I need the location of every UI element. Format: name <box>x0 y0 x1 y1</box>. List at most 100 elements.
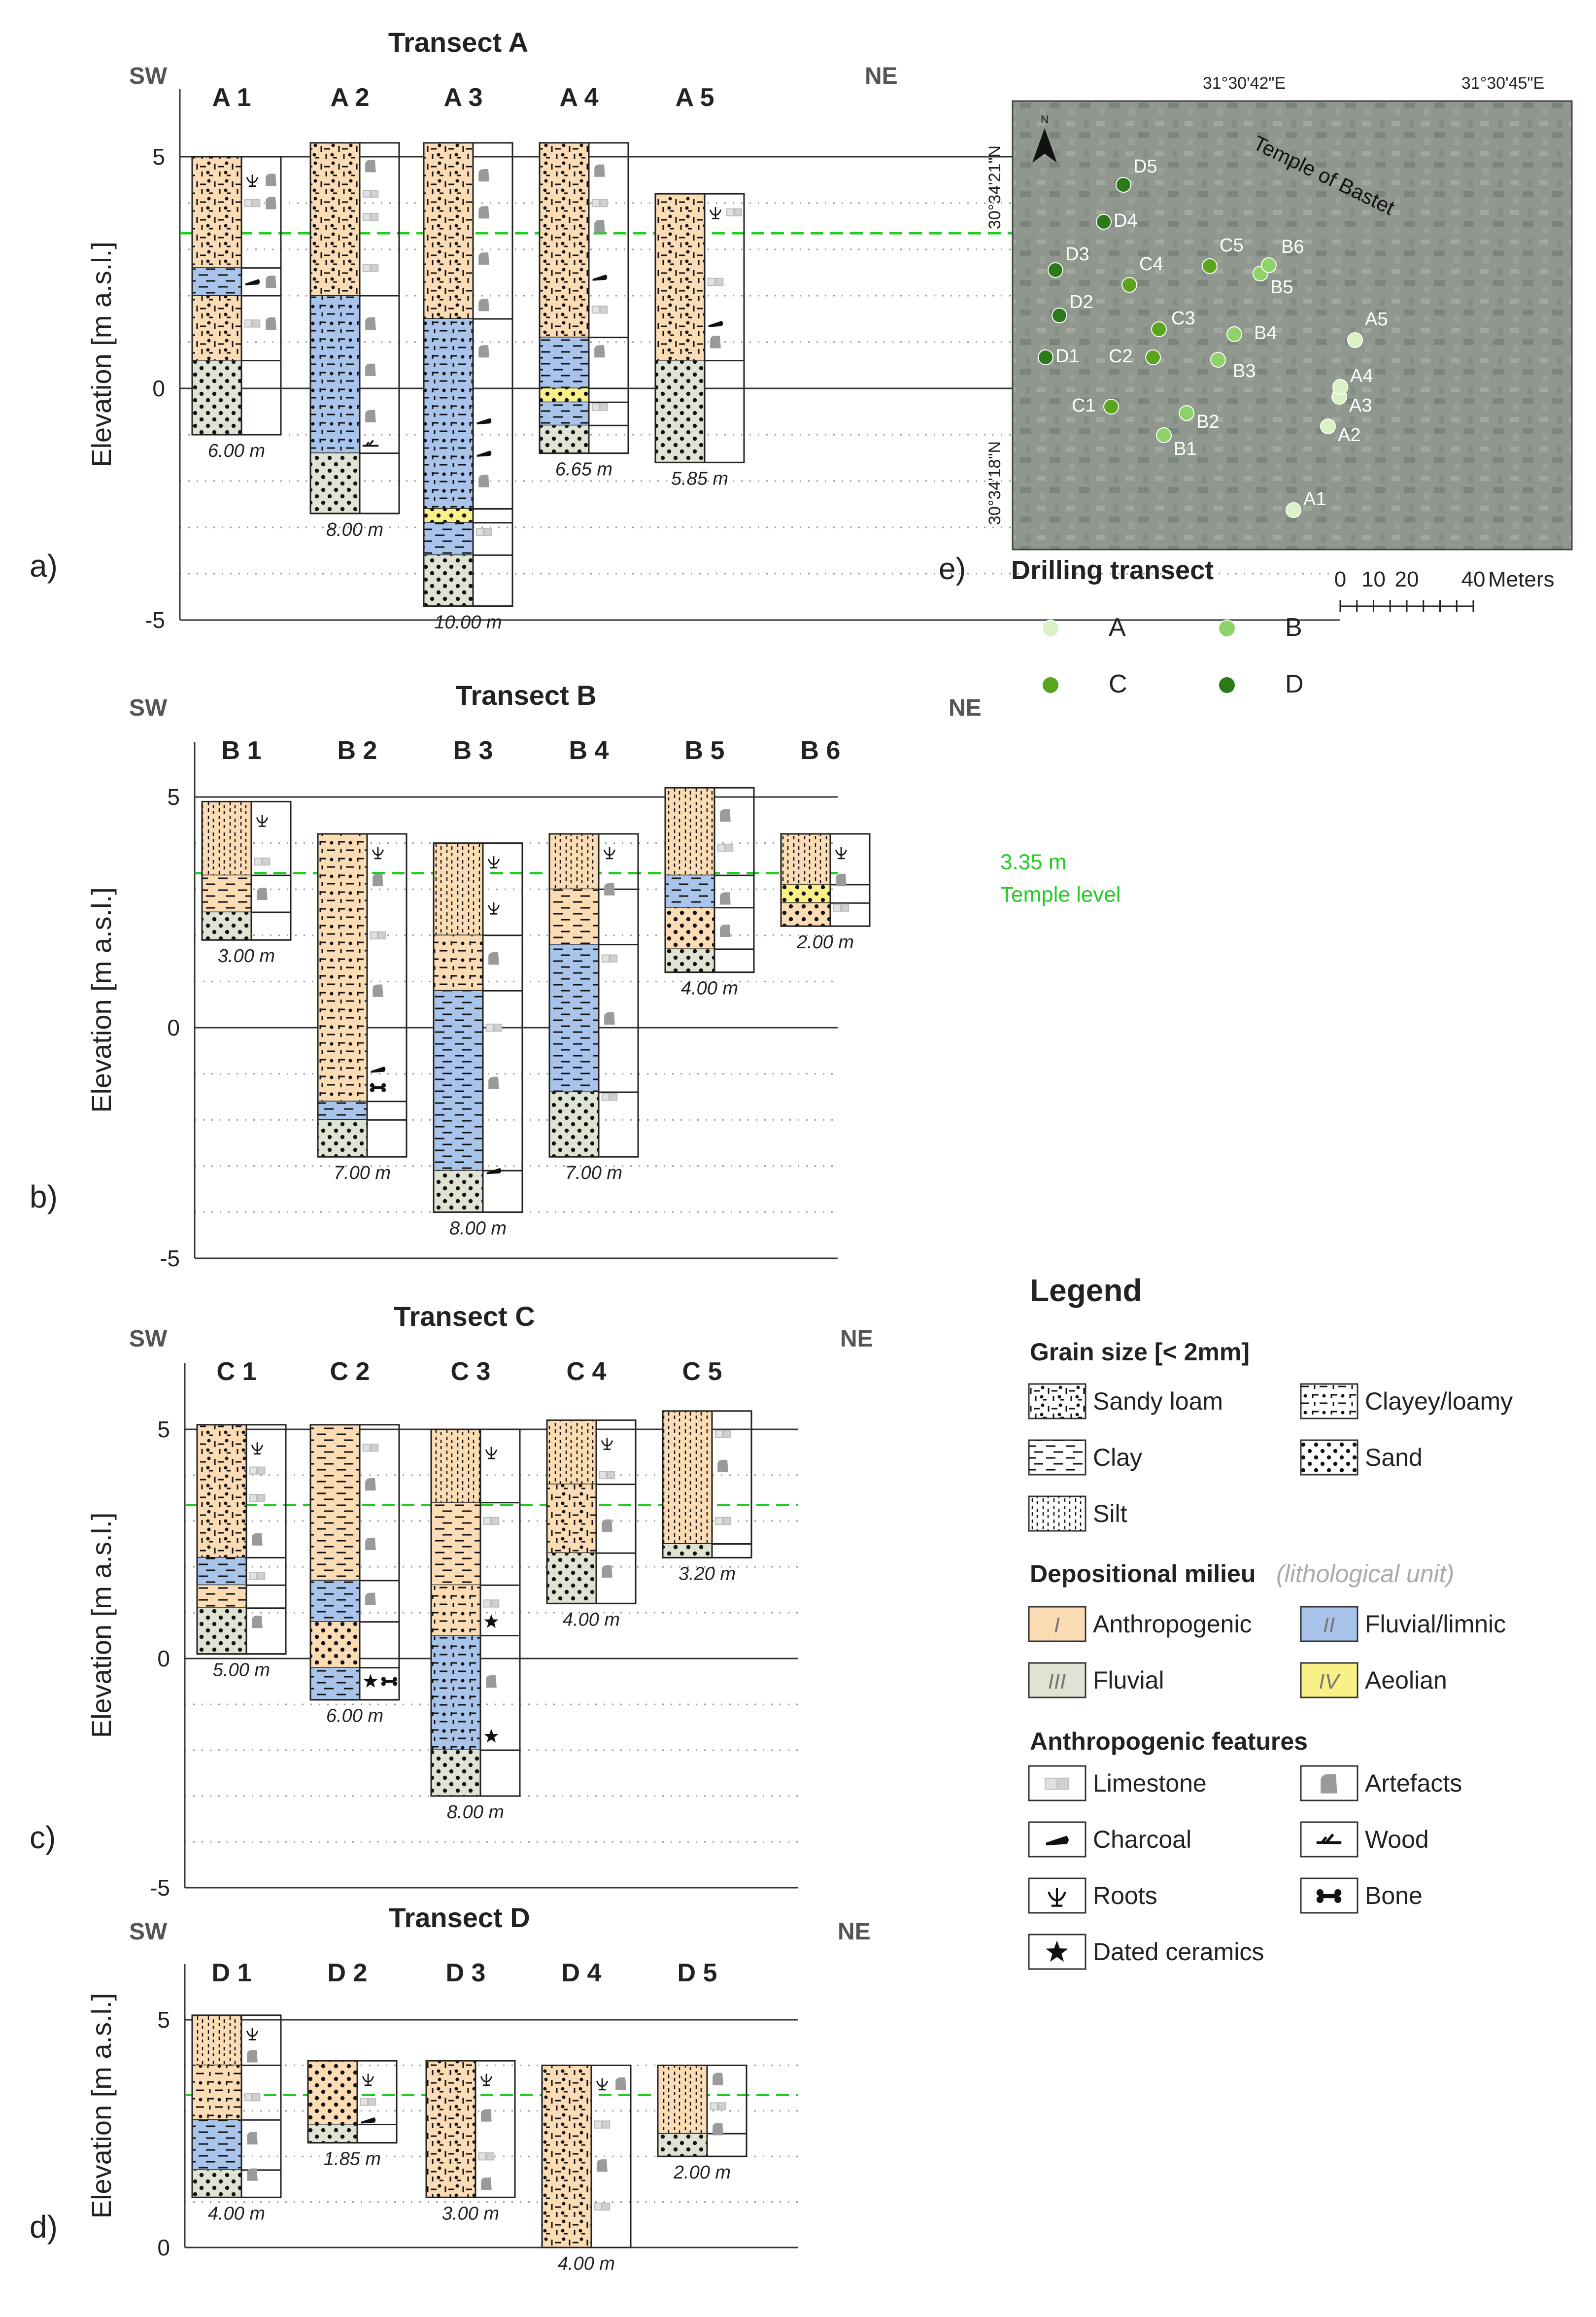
drill-point[interactable]: D2 <box>1052 292 1093 323</box>
drill-label: A1 <box>1303 489 1326 510</box>
core-a5[interactable]: A 5 5.85 m <box>654 83 745 489</box>
drill-point[interactable]: B4 <box>1226 323 1277 344</box>
drill-point[interactable]: A2 <box>1320 418 1360 446</box>
limestone-icon <box>594 2202 611 2211</box>
artefacts-icon <box>373 984 383 997</box>
legend-title: Legend <box>1030 1273 1142 1308</box>
core-c3[interactable]: C 3 8.00 m <box>430 1357 521 1823</box>
core-b4[interactable]: B 4 7.00 m <box>548 736 639 1183</box>
core-b3[interactable]: B 3 8.00 m <box>433 736 523 1239</box>
artefacts-icon <box>478 475 489 487</box>
legend-grain-sand: Sand <box>1300 1439 1423 1476</box>
drill-point[interactable]: D4 <box>1096 210 1138 231</box>
core-b5[interactable]: B 5 4.00 m <box>664 736 755 999</box>
core-a2[interactable]: A 2 8.00 m <box>309 83 400 540</box>
legend-swatch-pattern <box>1029 1440 1086 1475</box>
core-depth: 5.00 m <box>213 1660 270 1681</box>
limestone-icon <box>249 1494 266 1502</box>
drill-label: C2 <box>1109 346 1133 367</box>
legend-label: Clayey/loamy <box>1365 1387 1513 1415</box>
drill-point[interactable]: B2 <box>1179 405 1219 432</box>
core-d3[interactable]: D 3 3.00 m <box>425 1959 516 2224</box>
core-label: D 1 <box>212 1959 252 1987</box>
limestone-icon <box>244 199 261 207</box>
legend-milieu-fluvial: III Fluvial <box>1028 1662 1164 1698</box>
panel-letter: a) <box>30 548 58 584</box>
drill-point[interactable]: D3 <box>1048 244 1089 278</box>
core-d5[interactable]: D 5 2.00 m <box>657 1959 747 2183</box>
drill-point[interactable]: C4 <box>1121 254 1163 293</box>
unit-grain <box>658 2134 707 2157</box>
core-d2[interactable]: D 2 1.85 m <box>307 1959 398 2169</box>
artefacts-icon <box>478 169 489 182</box>
roman-numeral: I <box>1054 1613 1060 1637</box>
unit-grain <box>781 833 830 885</box>
core-c4[interactable]: C 4 4.00 m <box>546 1357 637 1630</box>
drill-marker <box>1156 427 1172 443</box>
star-icon <box>484 1729 499 1743</box>
core-label: A 3 <box>444 83 483 112</box>
drill-point[interactable]: A1 <box>1286 489 1326 518</box>
coord-left: 30°34'18"N <box>985 441 1004 525</box>
panel-letter: e) <box>939 552 966 586</box>
tick-label: 5 <box>157 1417 170 1442</box>
core-label: C 2 <box>330 1357 370 1386</box>
y-axis-title: Elevation [m a.s.l.] <box>86 1513 117 1738</box>
drill-point[interactable]: C3 <box>1151 308 1195 337</box>
core-a4[interactable]: A 4 6.65 m <box>539 83 629 480</box>
core-depth: 1.85 m <box>324 2148 381 2169</box>
drill-marker <box>1347 332 1363 348</box>
artefacts-icon <box>478 345 489 358</box>
tick-label: 0 <box>152 376 165 401</box>
drill-point[interactable]: B3 <box>1210 352 1256 381</box>
legend-grain-clayey: Clayey/loamy <box>1300 1383 1513 1419</box>
drill-point[interactable]: B6 <box>1261 237 1304 273</box>
core-depth: 10.00 m <box>434 612 502 633</box>
core-d4[interactable]: D 4 4.00 m <box>541 1959 632 2274</box>
unit-grain <box>424 522 473 555</box>
north-arrow-icon: N <box>1032 113 1057 163</box>
panel-letter: d) <box>30 2209 58 2245</box>
drill-point[interactable]: D1 <box>1038 346 1080 367</box>
legend-label: Charcoal <box>1093 1826 1191 1853</box>
core-b2[interactable]: B 2 7.00 m <box>317 736 407 1183</box>
core-a1[interactable]: A 1 6.00 m <box>191 83 282 461</box>
limestone-icon <box>362 264 379 272</box>
artefacts-icon <box>486 1675 497 1688</box>
drill-label: B6 <box>1281 237 1304 257</box>
drill-point[interactable]: A4 <box>1332 366 1373 395</box>
drill-point[interactable]: C5 <box>1202 235 1244 274</box>
core-b6[interactable]: B 6 2.00 m <box>780 736 871 953</box>
drill-point[interactable]: C1 <box>1072 395 1119 416</box>
transect-key-label: D <box>1285 670 1304 698</box>
artefacts-icon <box>488 1076 499 1089</box>
artefacts-icon <box>478 252 489 265</box>
drill-label: B5 <box>1270 277 1293 298</box>
core-depth: 8.00 m <box>326 519 383 540</box>
drill-point[interactable]: D5 <box>1116 156 1157 193</box>
drill-marker <box>1145 349 1161 365</box>
unit-grain <box>540 425 589 453</box>
core-c5[interactable]: C 5 3.20 m <box>662 1357 752 1584</box>
transect-title: Transect C <box>394 1301 535 1332</box>
transect-key-a: A <box>1042 613 1126 642</box>
core-label: B 2 <box>338 736 377 765</box>
core-depth: 4.00 m <box>681 978 738 999</box>
drill-point[interactable]: B1 <box>1156 427 1196 459</box>
unit-grain <box>431 1750 480 1796</box>
core-c1[interactable]: C 1 5.00 m <box>196 1357 287 1681</box>
unit-grain <box>192 2120 241 2170</box>
core-a3[interactable]: A 3 10.00 m <box>423 83 513 633</box>
drill-point[interactable]: C2 <box>1109 346 1161 367</box>
core-d1[interactable]: D 1 4.00 m <box>191 1959 282 2224</box>
core-c2[interactable]: C 2 6.00 m <box>309 1357 400 1727</box>
artefacts-icon <box>365 410 376 422</box>
drill-label: D3 <box>1065 244 1089 265</box>
bone-icon <box>381 1677 398 1686</box>
unit-grain <box>197 1608 246 1654</box>
star-icon <box>1046 1940 1068 1962</box>
drill-point[interactable]: A5 <box>1347 309 1388 348</box>
core-b1[interactable]: B 1 3.00 m <box>201 736 292 967</box>
unit-grain <box>663 1544 712 1558</box>
unit-grain <box>549 1092 599 1157</box>
